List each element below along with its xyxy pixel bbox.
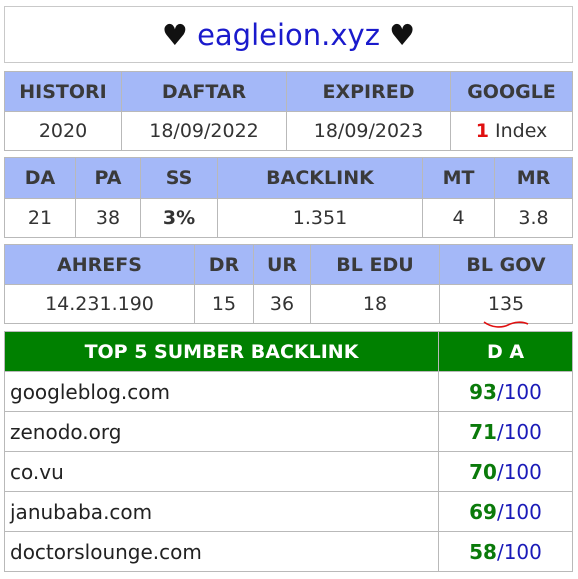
backlink-da: 93/100: [438, 371, 573, 412]
backlink-da: 69/100: [438, 491, 573, 532]
da-max: /100: [496, 379, 542, 404]
spellcheck-squiggle-icon: [483, 321, 529, 328]
da-max: /100: [496, 539, 542, 564]
value-backlink: 1.351: [217, 198, 423, 238]
header-ur: UR: [253, 244, 311, 285]
backlink-site[interactable]: zenodo.org: [4, 411, 439, 452]
header-top-sources: TOP 5 SUMBER BACKLINK: [4, 331, 439, 372]
google-index-label: Index: [494, 120, 548, 142]
value-mt: 4: [422, 198, 495, 238]
value-mr: 3.8: [494, 198, 573, 238]
header-dr: DR: [194, 244, 254, 285]
value-expired: 18/09/2023: [286, 111, 451, 151]
da-max: /100: [496, 499, 542, 524]
header-da-score: D A: [438, 331, 573, 372]
value-daftar: 18/09/2022: [121, 111, 287, 151]
table-row: doctorslounge.com 58/100: [4, 531, 573, 572]
backlink-da: 70/100: [438, 451, 573, 492]
header-bl-gov: BL GOV: [439, 244, 573, 285]
table-row: co.vu 70/100: [4, 451, 573, 492]
table-row: googleblog.com 93/100: [4, 371, 573, 412]
da-score: 58: [469, 539, 497, 564]
backlink-site[interactable]: co.vu: [4, 451, 439, 492]
authority-table: DA PA SS BACKLINK MT MR 21 38 3% 1.351 4…: [4, 157, 573, 238]
heart-left-icon: ♥: [161, 17, 188, 52]
header-mr: MR: [494, 157, 573, 199]
backlink-da: 58/100: [438, 531, 573, 572]
value-google: 1 Index: [450, 111, 573, 151]
value-dr: 15: [194, 284, 254, 324]
da-score: 69: [469, 499, 497, 524]
header-pa: PA: [75, 157, 141, 199]
title-cell: ♥ eagleion.xyz ♥: [4, 6, 573, 63]
value-pa: 38: [75, 198, 141, 238]
header-backlink: BACKLINK: [217, 157, 423, 199]
ahrefs-table: AHREFS DR UR BL EDU BL GOV 14.231.190 15…: [4, 244, 573, 328]
domain-name[interactable]: eagleion.xyz: [197, 17, 380, 52]
da-max: /100: [496, 459, 542, 484]
value-ur: 36: [253, 284, 311, 324]
backlink-da: 71/100: [438, 411, 573, 452]
backlink-site[interactable]: googleblog.com: [4, 371, 439, 412]
value-da: 21: [4, 198, 76, 238]
header-ss: SS: [140, 157, 218, 199]
heart-right-icon: ♥: [389, 17, 416, 52]
header-daftar: DAFTAR: [121, 71, 287, 112]
bl-gov-number: 135: [487, 293, 525, 315]
value-histori: 2020: [4, 111, 122, 151]
value-bl-edu: 18: [310, 284, 440, 324]
header-bl-edu: BL EDU: [310, 244, 440, 285]
da-max: /100: [496, 419, 542, 444]
title-box: ♥ eagleion.xyz ♥: [4, 6, 573, 63]
bl-gov-spell-underline: 135: [483, 293, 529, 328]
header-da: DA: [4, 157, 76, 199]
header-google: GOOGLE: [450, 71, 573, 112]
table-row: janubaba.com 69/100: [4, 491, 573, 532]
google-index-count: 1: [475, 120, 489, 142]
da-score: 71: [469, 419, 497, 444]
header-histori: HISTORI: [4, 71, 122, 112]
header-ahrefs: AHREFS: [4, 244, 195, 285]
top-backlinks-table: TOP 5 SUMBER BACKLINK D A googleblog.com…: [4, 331, 573, 572]
registration-table: HISTORI DAFTAR EXPIRED GOOGLE 2020 18/09…: [4, 71, 573, 151]
da-score: 93: [469, 379, 497, 404]
value-ahrefs: 14.231.190: [4, 284, 195, 324]
table-row: zenodo.org 71/100: [4, 411, 573, 452]
backlink-site[interactable]: doctorslounge.com: [4, 531, 439, 572]
value-bl-gov: 135: [439, 284, 573, 328]
header-mt: MT: [422, 157, 495, 199]
backlink-site[interactable]: janubaba.com: [4, 491, 439, 532]
value-ss: 3%: [140, 198, 218, 238]
header-expired: EXPIRED: [286, 71, 451, 112]
da-score: 70: [469, 459, 497, 484]
